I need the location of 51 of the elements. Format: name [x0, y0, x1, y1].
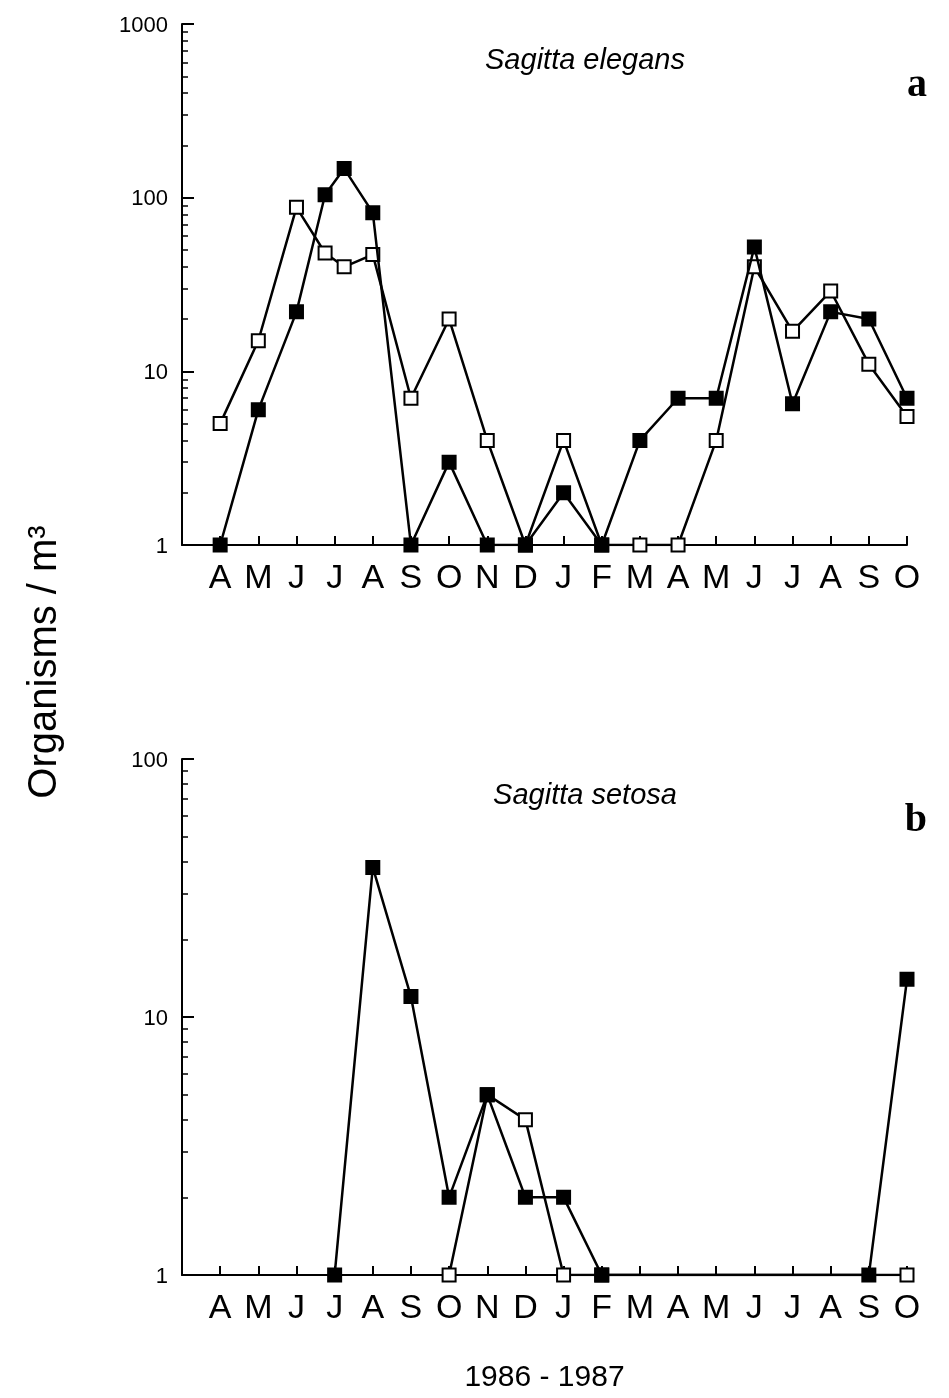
x-tick-label: A — [819, 1287, 843, 1325]
x-tick-label: M — [244, 557, 273, 595]
x-tick-label: S — [857, 1287, 881, 1325]
x-tick-label: S — [399, 557, 423, 595]
y-tick-label: 100 — [131, 746, 168, 772]
x-tick-label: S — [857, 557, 881, 595]
x-tick-label: J — [784, 557, 802, 595]
x-tick-label: N — [474, 557, 500, 595]
y-tick-label: 100 — [131, 185, 168, 211]
x-tick-label: M — [244, 1287, 273, 1325]
y-tick-label: 1 — [155, 1262, 168, 1288]
x-tick-label: D — [513, 557, 538, 595]
text: Sagitta setosa — [493, 777, 677, 810]
x-tick-label: J — [784, 1287, 802, 1325]
x-tick-label: F — [591, 557, 613, 595]
x-axis-title: 1986 - 1987 — [464, 1358, 625, 1392]
x-tick-label: N — [474, 1287, 500, 1325]
text: Sagitta elegans — [485, 42, 685, 75]
x-tick-label: M — [625, 1287, 655, 1325]
y-tick-label: 1000 — [119, 11, 168, 37]
y-tick-label: 10 — [143, 358, 168, 384]
x-tick-label: M — [702, 1287, 731, 1325]
x-tick-label: F — [591, 1287, 613, 1325]
x-tick-label: A — [819, 557, 843, 595]
x-tick-label: J — [745, 557, 763, 595]
x-tick-label: A — [666, 557, 690, 595]
x-tick-label: J — [555, 557, 573, 595]
x-tick-label: A — [666, 1287, 690, 1325]
x-tick-label: S — [399, 1287, 423, 1325]
x-tick-label: A — [361, 557, 385, 595]
x-tick-label: O — [893, 1287, 921, 1325]
x-tick-label: A — [208, 557, 232, 595]
x-tick-label: J — [326, 557, 344, 595]
x-tick-label: M — [702, 557, 731, 595]
x-tick-label: A — [208, 1287, 232, 1325]
x-tick-label: J — [745, 1287, 763, 1325]
annotation: a — [907, 59, 927, 105]
x-tick-label: J — [287, 1287, 305, 1325]
x-tick-label: D — [513, 1287, 538, 1325]
annotation: b — [904, 794, 927, 840]
y-tick-label: 1 — [155, 532, 168, 558]
x-tick-label: J — [287, 557, 305, 595]
x-tick-label: J — [326, 1287, 344, 1325]
y-tick-label: 10 — [143, 1004, 168, 1030]
x-tick-label: J — [555, 1287, 573, 1325]
x-tick-label: O — [435, 557, 463, 595]
y-axis-title: Organisms / m³ — [19, 525, 65, 799]
x-tick-label: M — [625, 557, 655, 595]
x-tick-label: O — [435, 1287, 463, 1325]
x-tick-label: O — [893, 557, 921, 595]
x-tick-label: A — [361, 1287, 385, 1325]
